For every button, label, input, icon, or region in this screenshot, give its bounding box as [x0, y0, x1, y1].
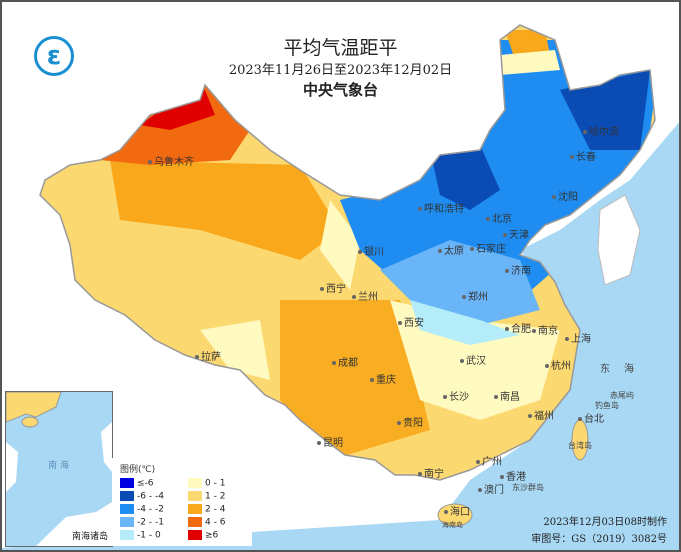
city-label: 兰州	[352, 288, 378, 303]
legend-label: -4 - -2	[137, 504, 164, 515]
cma-logo-icon: ε	[34, 36, 74, 76]
city-label: 成都	[332, 354, 358, 369]
legend-item: 2 - 4	[188, 504, 225, 515]
legend-title: 图例(℃)	[120, 465, 156, 475]
legend-swatch	[120, 530, 134, 540]
inset-sea-label: 南 海	[48, 461, 69, 471]
south-china-sea-inset: 南 海 南海诸岛	[5, 391, 113, 547]
city-label: 广州	[476, 453, 502, 468]
city-label: 太原	[438, 242, 464, 257]
city-label: 长沙	[443, 388, 469, 403]
city-label: 沈阳	[552, 188, 578, 203]
sea-label: 东海	[600, 364, 648, 375]
city-label: 杭州	[545, 357, 571, 372]
city-label: 贵阳	[397, 414, 423, 429]
legend-item: -4 - -2	[120, 504, 164, 515]
city-label: 合肥	[505, 320, 531, 335]
city-label: 拉萨	[195, 348, 221, 363]
legend-label: 4 - 6	[205, 517, 226, 528]
city-label: 哈尔滨	[583, 123, 619, 138]
city-label: 石家庄	[470, 240, 506, 255]
legend-item: -6 - -4	[120, 491, 164, 502]
city-label: 南京	[532, 322, 558, 337]
legend-swatch	[120, 517, 134, 527]
city-label: 呼和浩特	[418, 200, 464, 215]
city-label: 南昌	[494, 388, 520, 403]
place-label: 钓鱼岛	[595, 401, 619, 410]
legend-item: -1 - 0	[120, 530, 161, 541]
city-label: 香港	[500, 468, 526, 483]
legend-label: 1 - 2	[205, 491, 226, 502]
korea	[597, 194, 641, 286]
legend-item: ≤-6	[120, 478, 154, 489]
date-range: 2023年11月26日至2023年12月02日	[228, 63, 453, 78]
legend-swatch	[188, 517, 202, 527]
agency-name: 中央气象台	[302, 81, 378, 99]
place-label: 台湾岛	[568, 441, 592, 450]
city-label: 乌鲁木齐	[148, 153, 194, 168]
legend-item: 4 - 6	[188, 517, 225, 528]
city-label: 长春	[570, 148, 596, 163]
legend: 图例(℃) ≤-6 -6 - -4 -4 - -2 -2 - -1 -1 - 0 0 - …	[112, 458, 252, 546]
city-label: 武汉	[460, 352, 486, 367]
sea	[0, 120, 681, 552]
city-label: 银川	[358, 243, 384, 258]
legend-label: 2 - 4	[205, 504, 226, 515]
inset-label: 南海诸岛	[71, 532, 108, 542]
city-label: 北京	[486, 210, 512, 225]
production-time: 2023年12月03日08时制作	[543, 517, 667, 528]
legend-swatch	[188, 491, 202, 501]
city-label: 昆明	[317, 434, 343, 449]
legend-label: -6 - -4	[137, 491, 164, 502]
place-label: 赤尾屿	[610, 391, 634, 400]
legend-label: 0 - 1	[205, 478, 226, 489]
legend-label: ≤-6	[137, 478, 154, 489]
city-label: 济南	[505, 262, 531, 277]
city-label: 台北	[578, 410, 604, 425]
legend-swatch	[120, 491, 134, 501]
city-label: 福州	[528, 407, 554, 422]
legend-item: 1 - 2	[188, 491, 225, 502]
city-label: 西安	[398, 314, 424, 329]
legend-label: -2 - -1	[137, 517, 164, 528]
legend-item: -2 - -1	[120, 517, 164, 528]
map-title: 平均气温距平	[283, 37, 398, 59]
legend-item: ≥6	[188, 530, 218, 541]
legend-swatch	[188, 478, 202, 488]
legend-label: ≥6	[205, 530, 219, 541]
city-label: 西宁	[320, 280, 346, 295]
legend-item: 0 - 1	[188, 478, 225, 489]
place-label: 东沙群岛	[512, 483, 544, 492]
legend-swatch	[188, 504, 202, 514]
approval-number: 审图号：GS（2019）3082号	[531, 534, 667, 545]
place-label: 海南岛	[442, 521, 463, 529]
legend-swatch	[188, 530, 202, 540]
city-label: 郑州	[462, 288, 488, 303]
legend-swatch	[120, 504, 134, 514]
inset-map	[6, 392, 112, 546]
city-label: 南宁	[418, 465, 444, 480]
city-label: 澳门	[478, 481, 504, 496]
city-label: 上海	[565, 330, 591, 345]
legend-swatch	[120, 478, 134, 488]
city-label: 天津	[503, 226, 529, 241]
legend-label: -1 - 0	[137, 530, 161, 541]
city-label: 海口	[444, 503, 470, 518]
city-label: 重庆	[370, 371, 396, 386]
